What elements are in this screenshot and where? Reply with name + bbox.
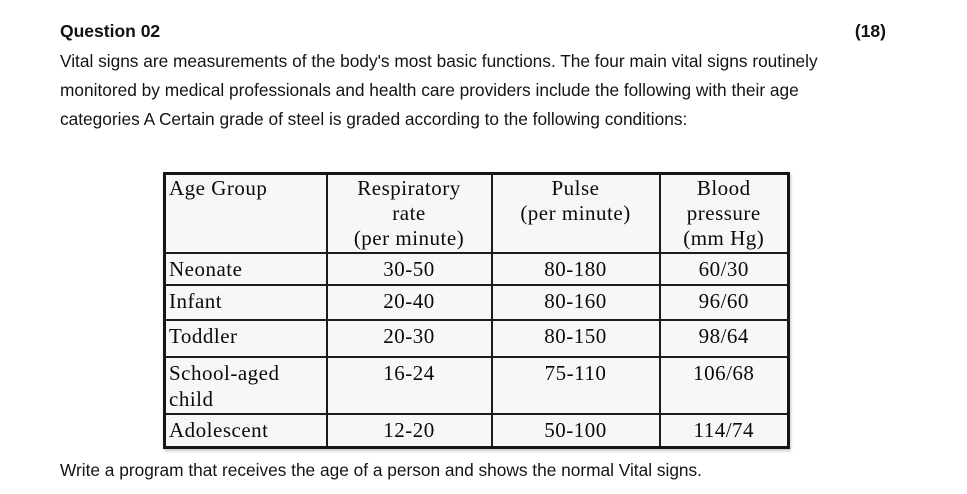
paragraph-line: Vital signs are measurements of the body… [60, 51, 818, 71]
table-row-toddler: Toddler 20-30 80-150 98/64 [163, 319, 790, 358]
blood-pressure-cell: 98/64 [658, 319, 790, 358]
respiratory-rate-cell: 16-24 [325, 356, 493, 415]
blood-pressure-cell: 114/74 [658, 413, 790, 448]
respiratory-rate-cell: 30-50 [325, 252, 493, 286]
age-group-cell: Neonate [163, 252, 328, 286]
pulse-cell: 50-100 [490, 413, 661, 448]
respiratory-rate-cell: 12-20 [325, 413, 493, 448]
column-header-blood-pressure: Blood pressure (mm Hg) [658, 172, 790, 254]
header-line: pressure [686, 201, 761, 225]
header-line: Blood [696, 176, 751, 200]
header-line: Pulse [551, 176, 600, 200]
header-line: Age Group [169, 176, 268, 200]
pulse-cell: 80-180 [490, 252, 661, 286]
age-group-cell: Adolescent [163, 413, 328, 448]
header-line: (per minute) [353, 226, 465, 250]
paragraph-line: monitored by medical professionals and h… [60, 80, 799, 100]
respiratory-rate-cell: 20-30 [325, 319, 493, 358]
column-header-respiratory-rate: Respiratory rate (per minute) [325, 172, 493, 254]
paragraph-line: categories A Certain grade of steel is g… [60, 109, 688, 129]
header-line: rate [392, 201, 426, 225]
table-row-neonate: Neonate 30-50 80-180 60/30 [163, 252, 790, 286]
header-line: (mm Hg) [683, 226, 765, 250]
question-paragraph: Vital signs are measurements of the body… [60, 47, 818, 134]
column-header-pulse: Pulse (per minute) [490, 172, 661, 254]
blood-pressure-cell: 60/30 [658, 252, 790, 286]
question-number: Question 02 [60, 21, 161, 41]
table-header-row: Age Group Respiratory rate (per minute) … [163, 172, 790, 254]
age-group-cell: Toddler [163, 319, 328, 358]
age-group-cell: School-aged child [163, 356, 328, 415]
respiratory-rate-cell: 20-40 [325, 284, 493, 321]
instruction-line: Write a program that receives the age of… [60, 460, 702, 480]
header-line: Respiratory [357, 176, 461, 200]
header-line: (per minute) [520, 201, 631, 225]
vital-signs-table: Age Group Respiratory rate (per minute) … [163, 172, 790, 449]
table-row-school-aged-child: School-aged child 16-24 75-110 106/68 [163, 356, 790, 415]
age-group-cell: Infant [163, 284, 328, 321]
blood-pressure-cell: 106/68 [658, 356, 790, 415]
pulse-cell: 80-160 [490, 284, 661, 321]
marks-label: (18) [854, 21, 886, 41]
pulse-cell: 75-110 [490, 356, 661, 415]
table-row-adolescent: Adolescent 12-20 50-100 114/74 [163, 413, 790, 448]
pulse-cell: 80-150 [490, 319, 661, 358]
question-heading-row: Question 02 (18) [60, 19, 886, 43]
table-row-infant: Infant 20-40 80-160 96/60 [163, 284, 790, 321]
blood-pressure-cell: 96/60 [658, 284, 790, 321]
column-header-age-group: Age Group [163, 172, 328, 254]
